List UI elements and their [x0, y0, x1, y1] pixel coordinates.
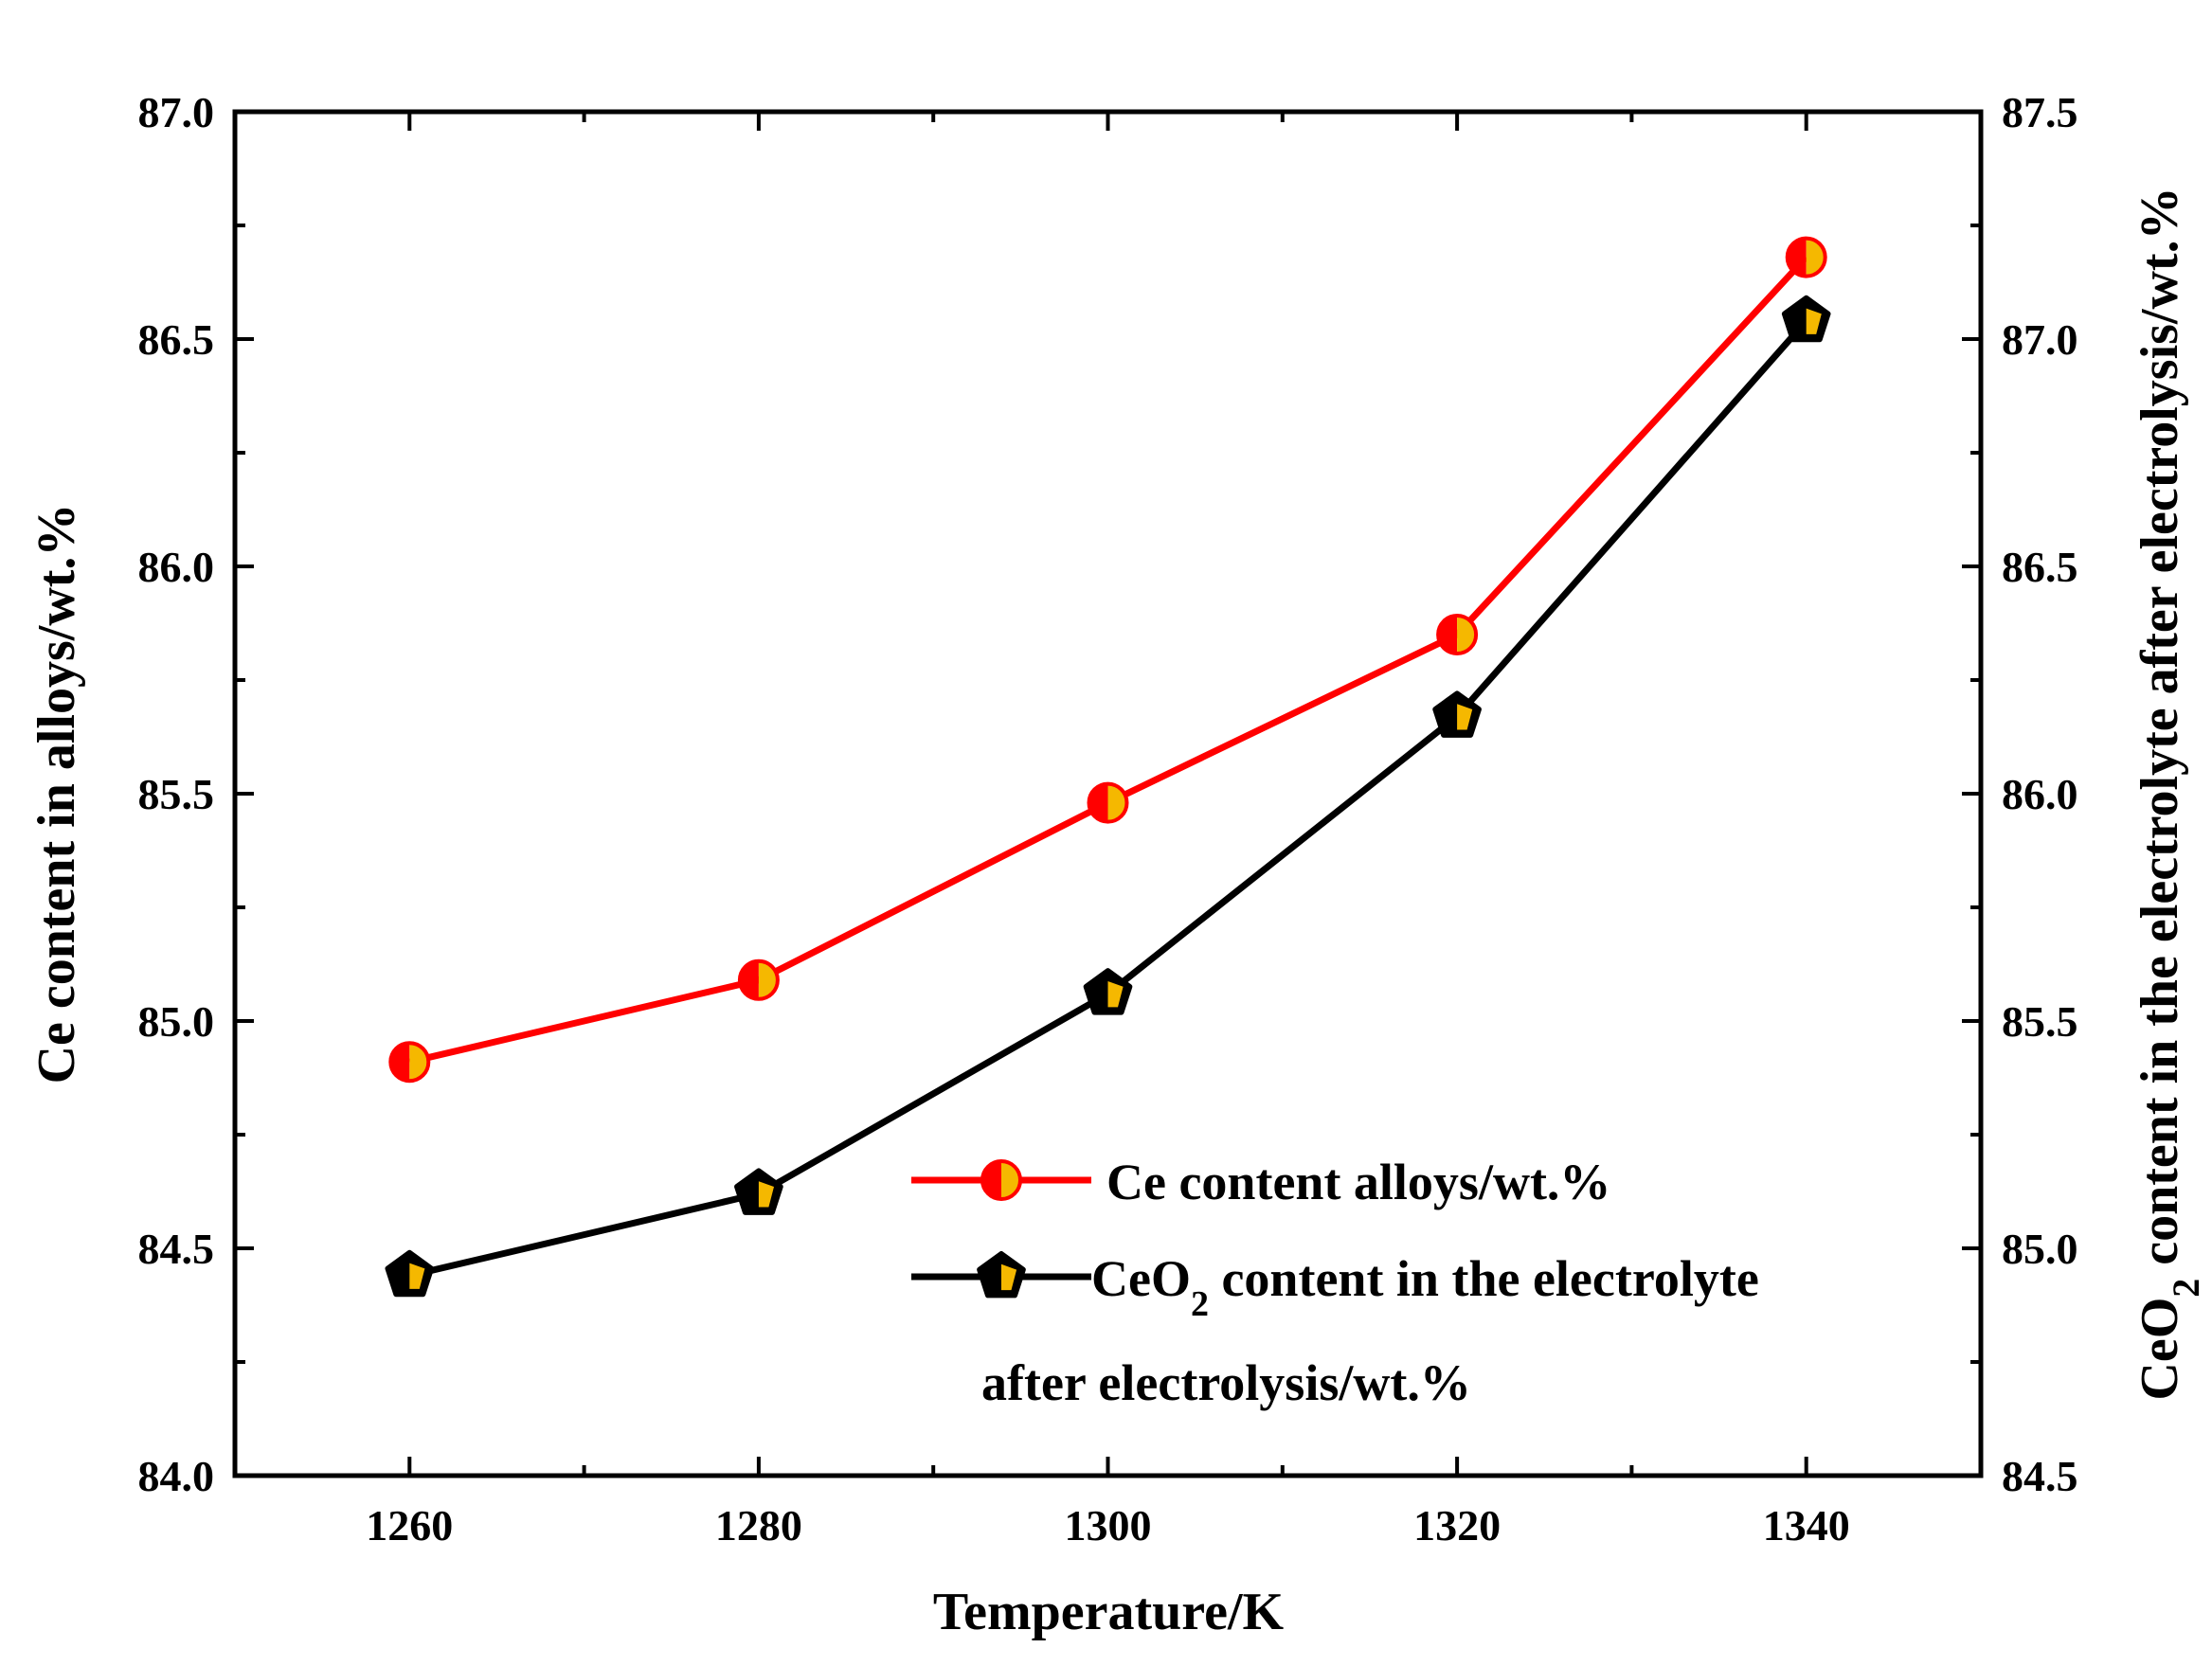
x-tick-label: 1280	[715, 1501, 802, 1550]
data-point-ceo2-electrolyte	[1781, 295, 1831, 343]
y-left-tick-label: 87.0	[138, 88, 215, 136]
legend-label-ceo2-electrolyte-line2: after electrolysis/wt.%	[981, 1354, 1471, 1411]
y-left-tick-label: 84.0	[138, 1452, 215, 1500]
y-right-tick-label: 84.5	[2002, 1452, 2078, 1500]
y-left-tick-label: 84.5	[138, 1225, 215, 1273]
data-point-ce-alloys	[388, 1041, 431, 1084]
x-tick-label: 1300	[1065, 1501, 1152, 1550]
data-point-ce-alloys	[737, 958, 780, 1001]
y-right-tick-label: 87.5	[2002, 88, 2078, 136]
y-axis-left-title: Ce content in alloys/wt.%	[27, 504, 86, 1084]
legend-marker-ceo2-electrolyte	[977, 1251, 1026, 1299]
y-right-tick-label: 85.0	[2002, 1225, 2078, 1273]
legend-label-ceo2-electrolyte: CeO2 content in the electrolyte	[1091, 1250, 1759, 1324]
legend: Ce content alloys/wt.% CeO2 content in t…	[911, 1154, 1759, 1411]
x-tick-label: 1320	[1413, 1501, 1501, 1550]
legend-label-ce-alloys: Ce content alloys/wt.%	[1106, 1154, 1610, 1210]
y-right-tick-label: 85.5	[2002, 997, 2078, 1046]
x-tick-label: 1260	[366, 1501, 453, 1550]
legend-entry-ceo2-electrolyte: CeO2 content in the electrolyte after el…	[911, 1250, 1759, 1411]
data-point-ce-alloys	[1436, 614, 1479, 655]
y-right-tick-label: 87.0	[2002, 315, 2078, 364]
x-tick-label: 1340	[1763, 1501, 1850, 1550]
data-point-ce-alloys	[1087, 781, 1129, 824]
y-left-tick-label: 86.5	[138, 315, 215, 364]
data-point-ceo2-electrolyte	[385, 1249, 435, 1298]
data-point-ceo2-electrolyte	[1432, 690, 1482, 738]
y-left-tick-label: 86.0	[138, 543, 215, 591]
data-point-ceo2-electrolyte	[734, 1168, 783, 1215]
legend-marker-ce-alloys	[980, 1159, 1022, 1201]
y-axis-right-title: CeO2 content in the electrolyte after el…	[2131, 187, 2207, 1400]
y-left-tick-label: 85.5	[138, 770, 215, 818]
x-axis-title: Temperature/K	[933, 1583, 1285, 1641]
data-point-ce-alloys	[1785, 236, 1827, 278]
y-right-tick-label: 86.0	[2002, 770, 2078, 818]
legend-entry-ce-alloys: Ce content alloys/wt.%	[911, 1154, 1610, 1210]
y-left-tick-label: 85.0	[138, 997, 215, 1046]
y-right-tick-label: 86.5	[2002, 543, 2078, 591]
data-point-ceo2-electrolyte	[1083, 968, 1133, 1015]
